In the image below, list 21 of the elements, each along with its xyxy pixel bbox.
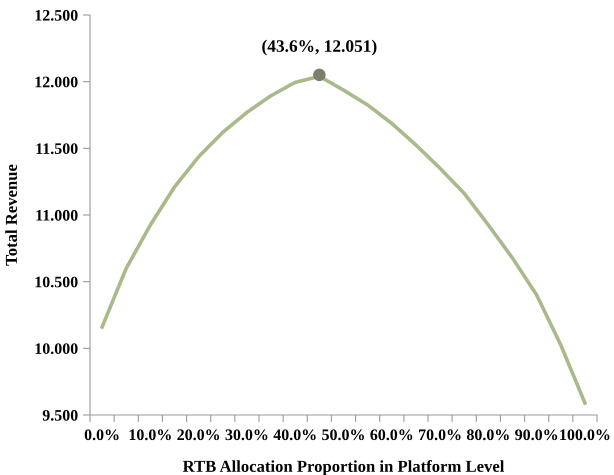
x-tick-label: 80.0%: [466, 429, 509, 440]
x-tick-label: 10.0%: [130, 429, 171, 440]
x-tick-label: 50.0%: [322, 429, 364, 440]
y-tick-label: 10.500: [36, 276, 78, 288]
x-tick-label: 60.0%: [370, 429, 412, 440]
x-tick-label: 0.0%: [84, 429, 119, 440]
y-tick-label: 9.500: [42, 410, 78, 421]
x-tick-label: 70.0%: [419, 429, 461, 440]
x-tick-label: 20.0%: [177, 429, 220, 440]
y-axis-title: Total Revenue: [5, 164, 18, 266]
x-tick-label: 100.0%: [560, 429, 610, 440]
x-tick-label: 30.0%: [226, 429, 268, 440]
y-tick-label: 11.500: [36, 143, 78, 154]
annotation: (43.6%, 12.051): [262, 40, 376, 56]
y-tick-label: 11.000: [36, 210, 78, 221]
y-tick-label: 12.500: [36, 10, 78, 21]
x-tick-label: 90.0%: [515, 429, 558, 440]
x-axis-title: RTB Allocation Proportion in Platform Level: [182, 460, 504, 475]
y-tick-label: 12.000: [36, 76, 78, 88]
y-tick-label: 10.000: [36, 343, 78, 354]
x-tick-label: 40.0%: [273, 429, 316, 440]
